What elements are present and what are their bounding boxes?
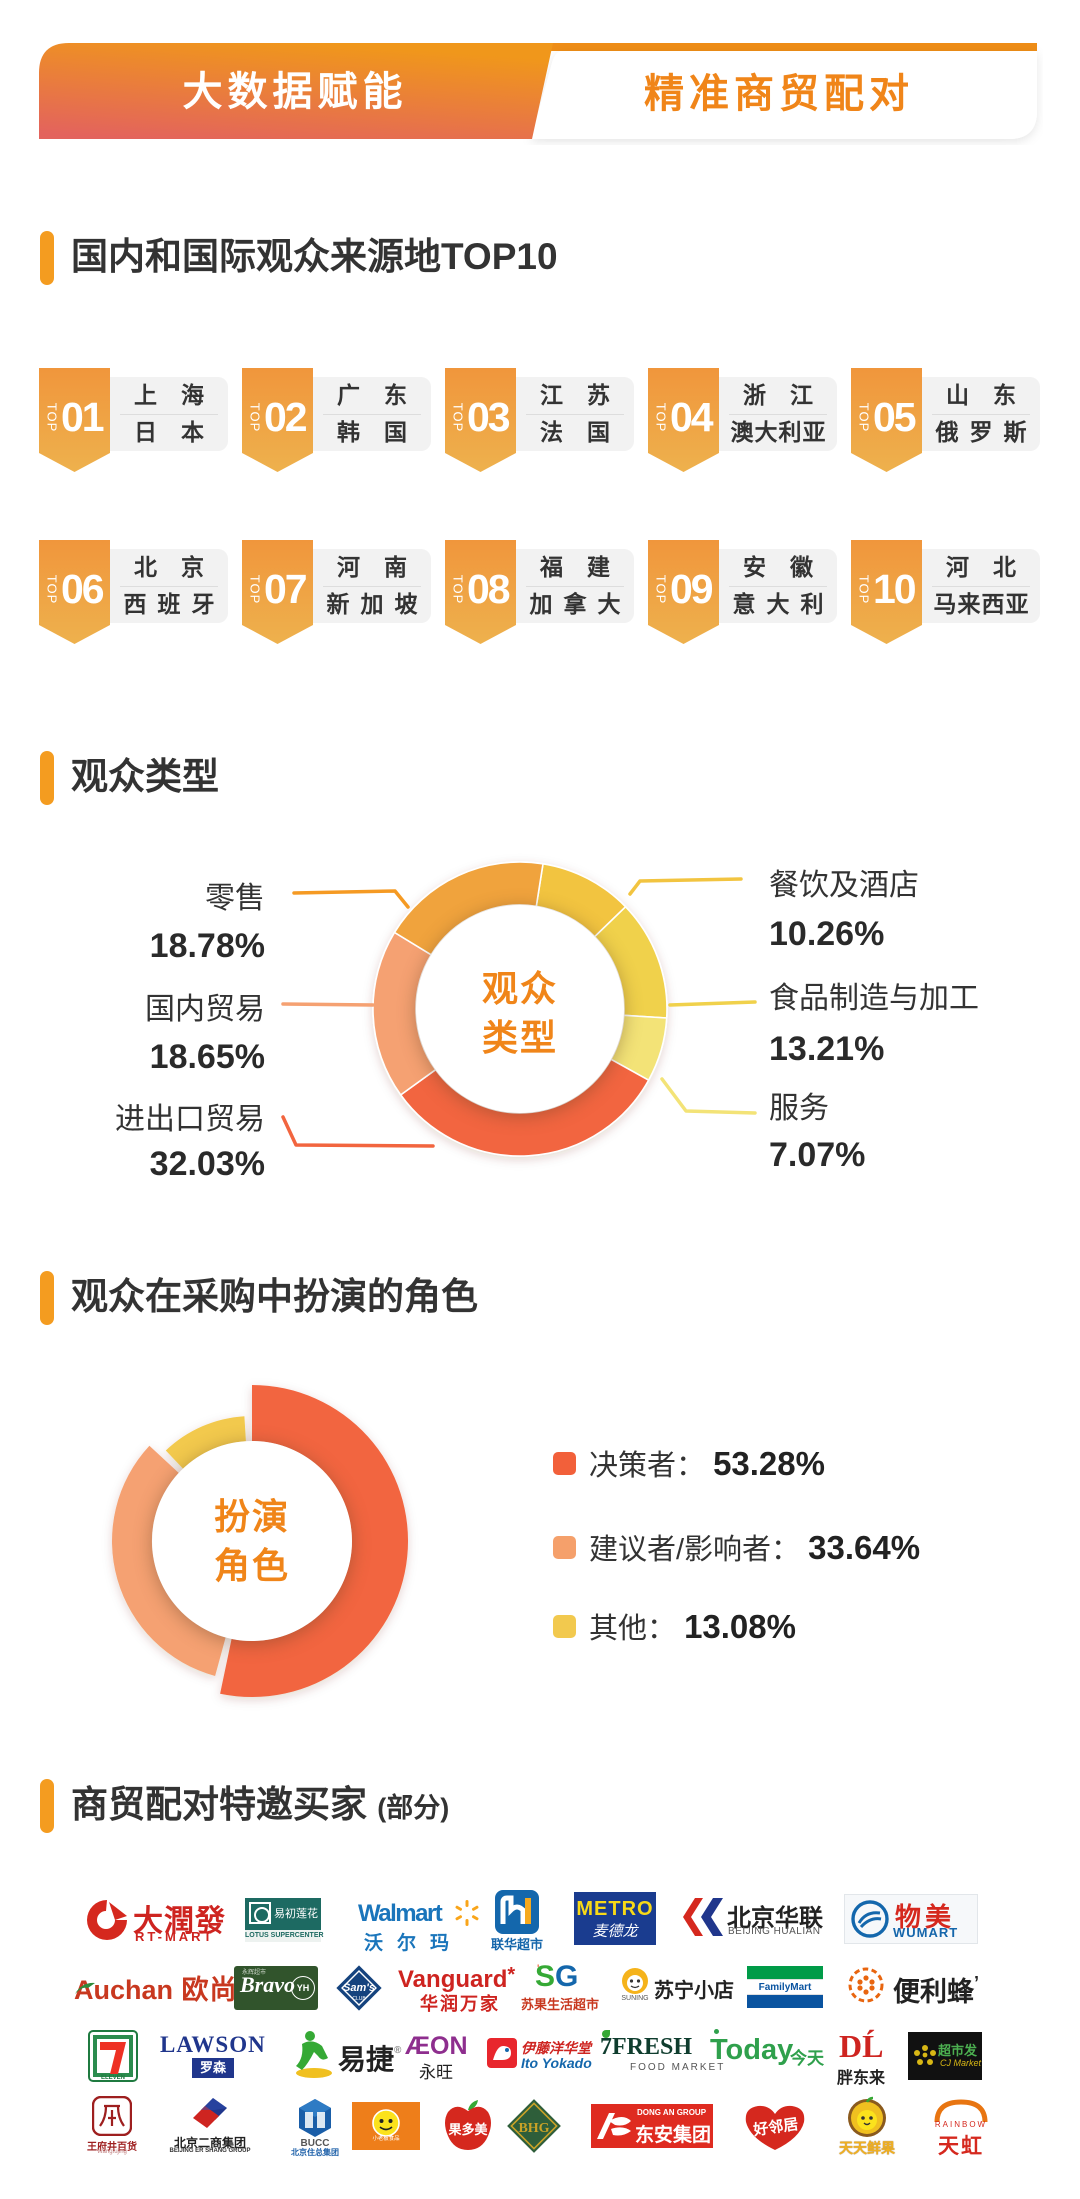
svg-text:精准商贸配对: 精准商贸配对 (644, 72, 914, 116)
svg-text:BHG: BHG (518, 2121, 549, 2136)
svg-text:CLUB: CLUB (352, 1996, 366, 2002)
svg-text:SUNING: SUNING (621, 1995, 648, 2002)
svg-text:果多美: 果多美 (447, 2122, 488, 2137)
svg-text:大数据赋能: 大数据赋能 (183, 70, 408, 114)
svg-text:Sam's: Sam's (343, 1982, 375, 1994)
svg-text:ELEVEN: ELEVEN (101, 2075, 125, 2081)
svg-text:小老板食品: 小老板食品 (373, 2134, 400, 2142)
